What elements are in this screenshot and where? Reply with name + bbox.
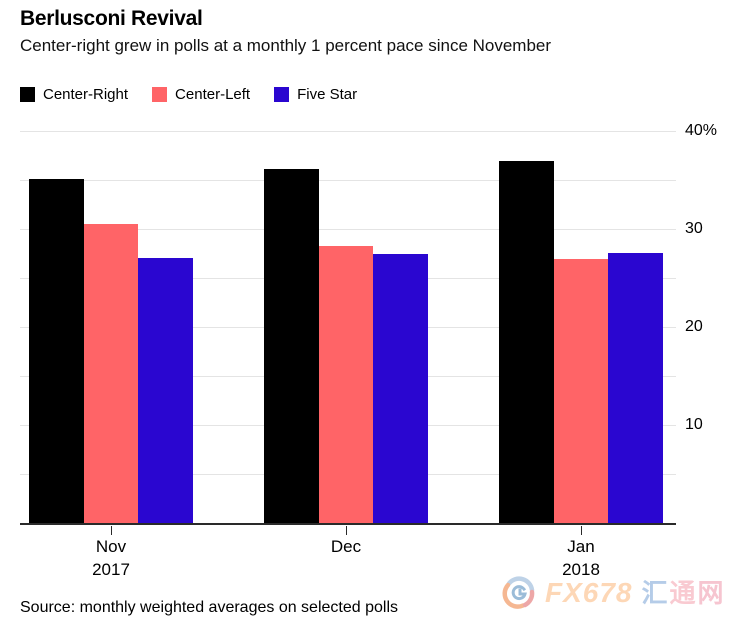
gridline-40 (20, 131, 676, 133)
legend-item-five-star: Five Star (274, 86, 357, 103)
x-tick-dec (346, 526, 347, 535)
x-label-jan: Jan (567, 537, 595, 556)
bar-five-star-nov (138, 257, 193, 523)
bar-center-right-nov (29, 179, 84, 523)
legend-item-center-left: Center-Left (152, 86, 250, 103)
legend: Center-Right Center-Left Five Star (20, 86, 357, 103)
y-tick-label-30: 30 (685, 220, 703, 238)
bar-center-right-jan (499, 160, 554, 523)
gridline-30 (20, 229, 676, 231)
x-label-dec: Dec (330, 537, 362, 556)
x-tick-jan (581, 526, 582, 535)
legend-item-center-right: Center-Right (20, 86, 128, 103)
watermark-brand-text: FX678 (545, 577, 633, 608)
chart-subtitle: Center-right grew in polls at a monthly … (20, 36, 552, 55)
x-year-label-2018: 2018 (562, 560, 600, 579)
y-tick-label-20: 20 (685, 318, 703, 336)
y-tick-label-10: 10 (685, 416, 703, 434)
legend-swatch (20, 87, 35, 102)
bar-center-right-dec (264, 168, 319, 523)
bar-center-left-jan (553, 258, 609, 523)
fx678-logo-icon (502, 576, 535, 609)
watermark-cjk-char: 通 (669, 578, 698, 608)
x-tick-nov (111, 526, 112, 535)
watermark: FX678 汇通网 (502, 576, 726, 610)
bar-center-left-dec (318, 245, 374, 523)
bar-five-star-dec (373, 253, 428, 523)
x-year-label-2017: 2017 (92, 560, 130, 579)
gridline-35 (20, 180, 676, 182)
legend-label: Five Star (297, 86, 358, 103)
bar-five-star-jan (608, 252, 663, 523)
chart-title: Berlusconi Revival (20, 7, 203, 30)
legend-swatch (274, 87, 290, 102)
watermark-cjk-text: 汇通网 (642, 576, 726, 610)
source-note: Source: monthly weighted averages on sel… (20, 599, 398, 616)
watermark-cjk-char: 网 (697, 578, 726, 608)
x-axis-line (20, 523, 676, 525)
watermark-cjk-char: 汇 (641, 578, 670, 608)
legend-swatch (152, 87, 168, 102)
x-label-nov: Nov (95, 537, 127, 556)
y-tick-label-40: 40% (685, 122, 718, 140)
legend-label: Center-Left (175, 86, 251, 103)
legend-label: Center-Right (43, 86, 129, 103)
bar-center-left-nov (83, 224, 139, 523)
